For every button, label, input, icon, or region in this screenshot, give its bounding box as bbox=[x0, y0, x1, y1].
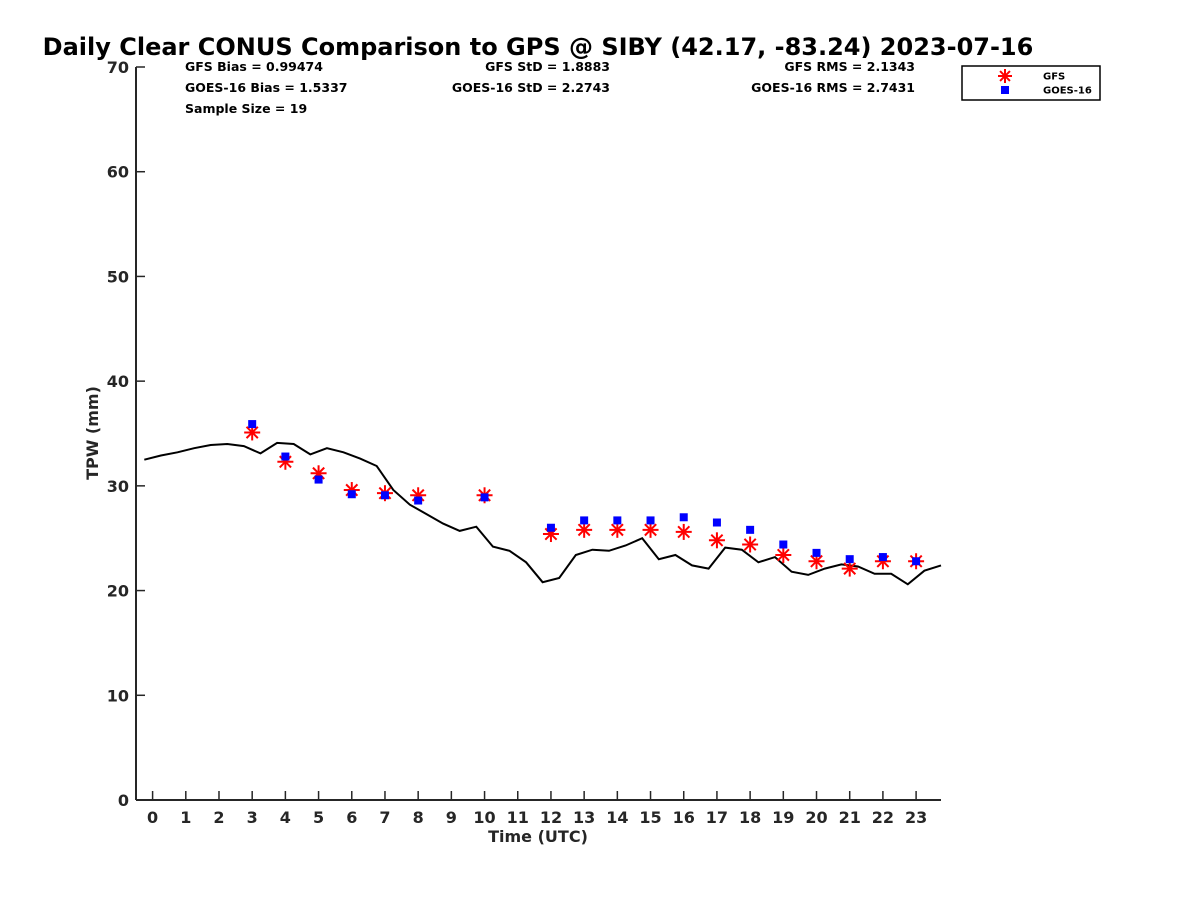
legend-label: GFS bbox=[1043, 72, 1065, 83]
x-tick-label: 3 bbox=[247, 808, 258, 827]
x-tick-label: 4 bbox=[280, 808, 291, 827]
stat-text: GOES-16 Bias = 1.5337 bbox=[185, 80, 347, 95]
x-tick-label: 15 bbox=[639, 808, 661, 827]
x-tick-label: 7 bbox=[379, 808, 390, 827]
gfs-point bbox=[742, 536, 759, 553]
y-tick-label: 30 bbox=[107, 477, 129, 496]
chart-title: Daily Clear CONUS Comparison to GPS @ SI… bbox=[43, 33, 1034, 61]
y-tick-label: 10 bbox=[107, 686, 129, 705]
y-axis-label: TPW (mm) bbox=[83, 386, 102, 480]
gfs-point bbox=[675, 523, 692, 540]
y-tick-label: 50 bbox=[107, 267, 129, 286]
y-tick-label: 0 bbox=[118, 791, 129, 810]
stat-text: GOES-16 RMS = 2.7431 bbox=[751, 80, 915, 95]
goes16-point bbox=[613, 516, 622, 525]
x-tick-label: 10 bbox=[473, 808, 495, 827]
goes16-point bbox=[679, 513, 688, 522]
x-tick-label: 22 bbox=[872, 808, 894, 827]
y-tick-label: 60 bbox=[107, 163, 129, 182]
goes16-point bbox=[746, 525, 755, 534]
x-axis-label: Time (UTC) bbox=[488, 827, 588, 846]
gfs-point bbox=[609, 521, 626, 538]
goes16-point bbox=[480, 493, 489, 502]
x-tick-label: 19 bbox=[772, 808, 794, 827]
goes16-point bbox=[812, 548, 821, 557]
gfs-point bbox=[244, 424, 261, 441]
x-tick-label: 11 bbox=[507, 808, 529, 827]
goes16-point bbox=[414, 496, 423, 505]
goes16-point bbox=[314, 475, 323, 484]
y-tick-label: 40 bbox=[107, 372, 129, 391]
goes16-point bbox=[878, 553, 887, 562]
x-tick-label: 9 bbox=[446, 808, 457, 827]
stat-text: Sample Size = 19 bbox=[185, 101, 307, 116]
stats-block: GFS Bias = 0.99474 GFS StD = 1.8883 GFS RM… bbox=[185, 59, 915, 116]
gps-series-line bbox=[144, 441, 942, 586]
gfs-point bbox=[841, 560, 858, 577]
gfs-point bbox=[576, 521, 593, 538]
x-tick-label: 5 bbox=[313, 808, 324, 827]
x-tick-label: 2 bbox=[213, 808, 224, 827]
x-tick-label: 23 bbox=[905, 808, 927, 827]
legend-goes16-marker bbox=[1001, 86, 1009, 94]
x-tick-label: 14 bbox=[606, 808, 628, 827]
goes16-point bbox=[712, 518, 721, 527]
goes16-point bbox=[912, 557, 921, 566]
x-tick-label: 18 bbox=[739, 808, 761, 827]
legend-label: GOES-16 bbox=[1043, 86, 1092, 97]
plot-area: 0 1 2 3 4 5 6 7 8 9 10 11 12 13 14 15 16 17 18 19 20 21 22 2301… bbox=[107, 58, 942, 827]
legend-gfs-marker bbox=[998, 69, 1012, 83]
gfs-point bbox=[775, 546, 792, 563]
y-tick-label: 70 bbox=[107, 58, 129, 77]
x-tick-label: 20 bbox=[805, 808, 827, 827]
x-tick-label: 17 bbox=[706, 808, 728, 827]
goes16-point bbox=[281, 452, 290, 461]
x-tick-label: 1 bbox=[180, 808, 191, 827]
x-tick-label: 16 bbox=[673, 808, 695, 827]
x-tick-label: 6 bbox=[346, 808, 357, 827]
stat-text: GOES-16 StD = 2.2743 bbox=[452, 80, 610, 95]
x-tick-label: 12 bbox=[540, 808, 562, 827]
stat-text: GFS StD = 1.8883 bbox=[485, 59, 610, 74]
goes16-point bbox=[347, 490, 356, 499]
gfs-point bbox=[708, 532, 725, 549]
goes16-point bbox=[248, 420, 257, 429]
y-tick-label: 20 bbox=[107, 582, 129, 601]
legend: GFS GOES-16 bbox=[961, 65, 1101, 101]
goes16-point bbox=[845, 555, 854, 564]
goes16-point bbox=[380, 491, 389, 500]
gfs-point bbox=[642, 521, 659, 538]
stat-text: GFS RMS = 2.1343 bbox=[784, 59, 915, 74]
x-tick-label: 21 bbox=[839, 808, 861, 827]
goes16-point bbox=[779, 540, 788, 549]
x-tick-label: 0 bbox=[147, 808, 158, 827]
goes16-point bbox=[646, 516, 655, 525]
goes16-point bbox=[546, 523, 555, 532]
stat-text: GFS Bias = 0.99474 bbox=[185, 59, 323, 74]
x-tick-label: 8 bbox=[413, 808, 424, 827]
goes16-point bbox=[580, 516, 589, 525]
legend-box bbox=[961, 65, 1101, 101]
x-tick-label: 13 bbox=[573, 808, 595, 827]
